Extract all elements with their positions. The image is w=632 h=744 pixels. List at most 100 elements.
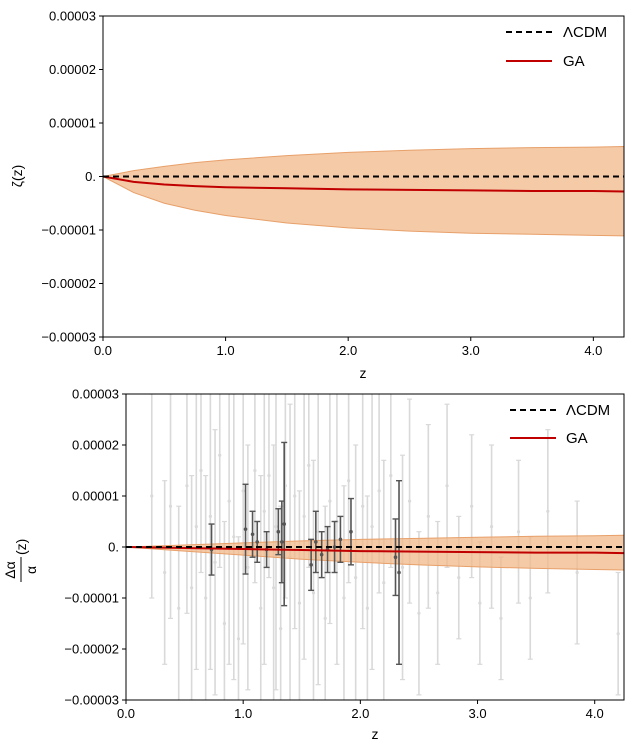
dalpha-light-data-point xyxy=(528,596,532,600)
dalpha-y-tick-label: 0.00003 xyxy=(72,387,119,402)
dalpha-light-data-point xyxy=(236,637,241,641)
zeta-y-axis-label: ζ(z) xyxy=(9,165,25,188)
dalpha-y-tick-label: −0.00002 xyxy=(64,642,119,657)
dalpha-dark-data-point xyxy=(393,555,398,559)
dalpha-y-tick-label: −0.00001 xyxy=(64,591,119,606)
dalpha-light-data-point xyxy=(177,606,181,610)
dalpha-light-data-point xyxy=(222,621,227,626)
dalpha-dark-data-point xyxy=(250,532,255,537)
dalpha-light-data-point xyxy=(328,499,332,503)
dalpha-legend: ΛCDM GA xyxy=(510,402,610,447)
dalpha-dark-data-point xyxy=(276,529,281,534)
dalpha-light-data-point xyxy=(272,586,276,590)
dalpha-light-data-point xyxy=(342,596,346,600)
dalpha-light-data-point xyxy=(457,576,461,580)
dalpha-y-tick-label: 0.00002 xyxy=(72,438,119,453)
dalpha-dark-data-point xyxy=(319,552,324,557)
dalpha-plot-area xyxy=(126,394,624,700)
zeta-y-tick-label: 0.00001 xyxy=(49,116,96,131)
dalpha-light-data-point xyxy=(354,576,358,580)
dalpha-light-data-point xyxy=(382,581,386,585)
dalpha-light-data-point xyxy=(185,484,189,488)
dalpha-light-data-point xyxy=(293,494,297,498)
dalpha-light-data-point xyxy=(274,525,278,529)
dalpha-y-label-numerator: Δα xyxy=(2,561,18,578)
dalpha-dark-data-point xyxy=(280,540,284,544)
dalpha-dark-data-point xyxy=(255,540,260,544)
dalpha-light-data-point xyxy=(516,530,521,534)
dalpha-y-tick-label: 0.00001 xyxy=(72,489,119,504)
zeta-y-tick-label: −0.00003 xyxy=(41,330,96,345)
dalpha-light-data-point xyxy=(370,525,374,529)
zeta-y-tick-label: −0.00001 xyxy=(41,223,96,238)
dalpha-light-data-point xyxy=(347,479,351,483)
dalpha-dark-data-point xyxy=(338,537,343,542)
zeta-panel: 0.0 1.0 2.0 3.0 4.0 0.00003 0.00002 0.00001 0. −0… xyxy=(9,9,625,381)
dalpha-light-data-point xyxy=(267,474,271,478)
dalpha-dark-data-point xyxy=(309,563,313,567)
dalpha-dark-data-point xyxy=(332,545,337,549)
dalpha-dark-data-point xyxy=(282,522,286,526)
dalpha-light-data-point xyxy=(227,499,231,503)
dalpha-x-axis-label: z xyxy=(372,726,379,742)
dalpha-ga-line xyxy=(126,546,624,555)
dalpha-light-data-point xyxy=(259,606,263,610)
dalpha-light-data-point xyxy=(365,606,369,610)
dalpha-light-data-point xyxy=(190,586,194,590)
dalpha-light-data-point xyxy=(478,601,482,605)
dalpha-y-label-denominator: α xyxy=(23,566,39,574)
dalpha-light-data-point xyxy=(445,484,449,488)
zeta-ticks: 0.0 1.0 2.0 3.0 4.0 0.00003 0.00002 0.00001 0. −0… xyxy=(41,9,602,359)
zeta-confidence-band xyxy=(103,146,624,237)
dalpha-x-tick-label: 3.0 xyxy=(468,706,486,721)
dalpha-light-data-point xyxy=(307,463,311,467)
dalpha-light-data-point xyxy=(311,591,316,595)
dalpha-light-data-point xyxy=(279,627,283,631)
dalpha-x-tick-label: 4.0 xyxy=(586,706,604,721)
dalpha-light-data-point xyxy=(199,468,203,473)
zeta-y-tick-label: −0.00002 xyxy=(41,276,96,291)
dalpha-light-data-point xyxy=(377,489,381,493)
zeta-x-tick-label: 2.0 xyxy=(339,343,357,358)
zeta-x-axis-label: z xyxy=(360,365,367,381)
zeta-ga-line xyxy=(103,175,624,193)
dalpha-x-tick-label: 2.0 xyxy=(351,706,369,721)
dalpha-light-data-point xyxy=(389,474,393,478)
zeta-legend-lcdm-label: ΛCDM xyxy=(563,24,607,41)
dalpha-x-tick-label: 1.0 xyxy=(234,706,252,721)
dalpha-dark-data-point xyxy=(397,570,401,575)
dalpha-light-data-point xyxy=(436,591,440,595)
dalpha-light-data-point xyxy=(575,570,579,575)
dalpha-light-data-point xyxy=(616,632,620,636)
dalpha-legend-lcdm-label: ΛCDM xyxy=(566,402,610,419)
dalpha-light-data-point xyxy=(470,504,474,508)
zeta-y-tick-label: 0.00003 xyxy=(49,9,96,24)
dalpha-light-data-point xyxy=(262,509,266,513)
dalpha-light-data-point xyxy=(489,525,494,529)
dalpha-light-data-point xyxy=(417,611,421,615)
dalpha-light-data-point xyxy=(297,601,302,605)
dalpha-y-tick-label: −0.00003 xyxy=(64,693,119,708)
dalpha-light-data-point xyxy=(213,560,217,564)
dalpha-dark-data-point xyxy=(349,529,353,534)
dalpha-dark-data-point xyxy=(314,540,318,544)
dalpha-light-data-point xyxy=(232,535,236,539)
dalpha-light-data-point xyxy=(246,565,250,570)
dalpha-dark-data-point xyxy=(243,527,248,531)
dalpha-y-axis-label: Δα α (z) xyxy=(2,539,39,582)
dalpha-light-data-point xyxy=(208,514,212,519)
dalpha-light-data-point xyxy=(253,468,257,473)
zeta-x-tick-label: 1.0 xyxy=(217,343,235,358)
dalpha-light-data-point xyxy=(163,570,167,575)
zeta-x-tick-label: 4.0 xyxy=(584,343,602,358)
dalpha-light-data-point xyxy=(302,514,306,519)
dalpha-light-data-point xyxy=(361,504,365,508)
dalpha-light-data-point xyxy=(316,530,320,534)
dalpha-light-data-point xyxy=(323,616,327,621)
dalpha-panel: 0.0 1.0 2.0 3.0 4.0 0.00003 0.00002 0.00001 0. −0… xyxy=(2,387,625,742)
dalpha-x-tick-label: 0.0 xyxy=(117,706,135,721)
dalpha-light-data-point xyxy=(546,509,550,513)
dalpha-y-tick-label: 0. xyxy=(108,540,119,555)
dalpha-light-data-point xyxy=(426,514,430,519)
